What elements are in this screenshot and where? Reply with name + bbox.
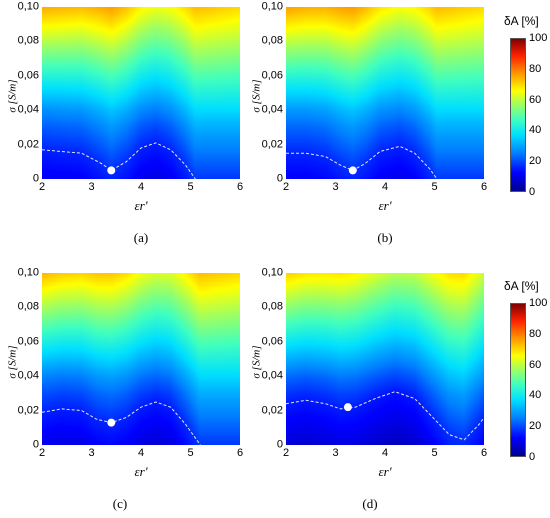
y-tick-label: 0 — [276, 438, 283, 451]
y-tick-label: 0,06 — [261, 69, 283, 82]
caption-c: (c) — [112, 496, 128, 511]
colorbar-tick-label: 0 — [529, 451, 536, 463]
colorbar-tick-label: 40 — [529, 389, 542, 402]
y-tick-label: 0,06 — [17, 335, 39, 348]
x-tick-label: 3 — [88, 447, 95, 459]
minimum-point-marker — [107, 418, 116, 427]
x-tick-label: 5 — [187, 447, 194, 459]
x-tick-label: 4 — [381, 181, 389, 193]
y-tick-label: 0,08 — [261, 300, 283, 313]
x-tick-label: 3 — [332, 181, 339, 193]
heatmap-canvas-c — [42, 273, 240, 445]
heatmap-plot-c — [42, 273, 240, 445]
x-tick-label: 6 — [480, 181, 488, 193]
x-tick-label: 6 — [480, 447, 488, 459]
colorbar-tick-label: 0 — [529, 186, 536, 198]
x-tick-label: 6 — [236, 447, 244, 459]
x-tick-label: 5 — [431, 447, 438, 459]
caption-a: (a) — [133, 230, 149, 245]
minimum-point-marker — [107, 166, 116, 175]
x-axis-label-c: εr' — [134, 464, 148, 479]
y-tick-label: 0,02 — [17, 138, 39, 151]
x-axis-label-a: εr' — [134, 198, 148, 213]
y-tick-label: 0,02 — [261, 404, 283, 417]
colorbar-tick-label: 80 — [529, 62, 542, 75]
y-tick-label: 0 — [32, 438, 39, 451]
minimum-contour-line — [42, 142, 196, 179]
y-tick-label: 0,04 — [261, 103, 283, 116]
heatmap-canvas-b — [286, 7, 484, 179]
x-axis-label-b: εr' — [378, 198, 392, 213]
heatmap-plot-d — [286, 273, 484, 445]
contour-overlay-d — [286, 391, 484, 441]
x-tick-label: 6 — [236, 181, 244, 193]
y-tick-label: 0,08 — [17, 300, 39, 313]
x-tick-label: 5 — [187, 181, 194, 193]
minimum-contour-line — [286, 391, 484, 441]
heatmap-canvas-a — [42, 7, 240, 179]
x-tick-label: 2 — [282, 181, 290, 193]
heatmap-plot-a — [42, 7, 240, 179]
y-tick-label: 0,06 — [17, 69, 39, 82]
y-tick-label: 0,04 — [261, 369, 283, 382]
y-tick-label: 0 — [32, 172, 39, 185]
x-tick-label: 2 — [38, 447, 46, 459]
contour-overlay-b — [286, 145, 438, 179]
colorbar-tick-label: 20 — [529, 155, 542, 168]
minimum-contour-line — [42, 401, 201, 445]
heatmap-canvas-d — [286, 273, 484, 445]
x-tick-label: 4 — [137, 181, 145, 193]
colorbar-tick-label: 40 — [529, 124, 542, 137]
minimum-point-marker — [348, 166, 357, 175]
y-tick-label: 0,04 — [17, 103, 39, 116]
x-tick-label: 3 — [332, 447, 339, 459]
y-tick-label: 0,10 — [261, 0, 283, 13]
y-tick-label: 0,08 — [261, 34, 283, 47]
heatmap-plot-b — [286, 7, 484, 179]
colorbar-tick-label: 20 — [529, 420, 542, 433]
minimum-contour-line — [286, 145, 438, 179]
minimum-point-marker — [343, 403, 352, 412]
contour-overlay-a — [42, 142, 196, 179]
x-tick-label: 3 — [88, 181, 95, 193]
caption-b: (b) — [377, 230, 393, 245]
colorbar-tick-label: 100 — [529, 32, 548, 44]
colorbar-tick-label: 60 — [529, 93, 542, 106]
contour-overlay-c — [42, 401, 201, 445]
x-tick-label: 5 — [431, 181, 438, 193]
x-tick-label: 4 — [381, 447, 389, 459]
colorbar-tick-label: 80 — [529, 327, 542, 340]
x-tick-label: 2 — [38, 181, 46, 193]
y-tick-label: 0,02 — [17, 404, 39, 417]
y-tick-label: 0,04 — [17, 369, 39, 382]
x-axis-label-d: εr' — [378, 464, 392, 479]
y-tick-label: 0,10 — [261, 266, 283, 279]
caption-d: (d) — [362, 496, 378, 511]
y-tick-label: 0,10 — [17, 0, 39, 13]
y-tick-label: 0,08 — [17, 34, 39, 47]
colorbar-tick-label: 60 — [529, 358, 542, 371]
colorbar-gradient-top — [510, 38, 526, 192]
x-tick-label: 4 — [137, 447, 145, 459]
x-tick-label: 2 — [282, 447, 290, 459]
colorbar-tick-label: 100 — [529, 297, 548, 309]
y-tick-label: 0,10 — [17, 266, 39, 279]
colorbar-gradient-bottom — [510, 303, 526, 457]
y-tick-label: 0,06 — [261, 335, 283, 348]
y-tick-label: 0 — [276, 172, 283, 185]
colorbar-title-top: δA [%] — [504, 14, 539, 28]
y-tick-label: 0,02 — [261, 138, 283, 151]
colorbar-title-bottom: δA [%] — [504, 279, 539, 293]
